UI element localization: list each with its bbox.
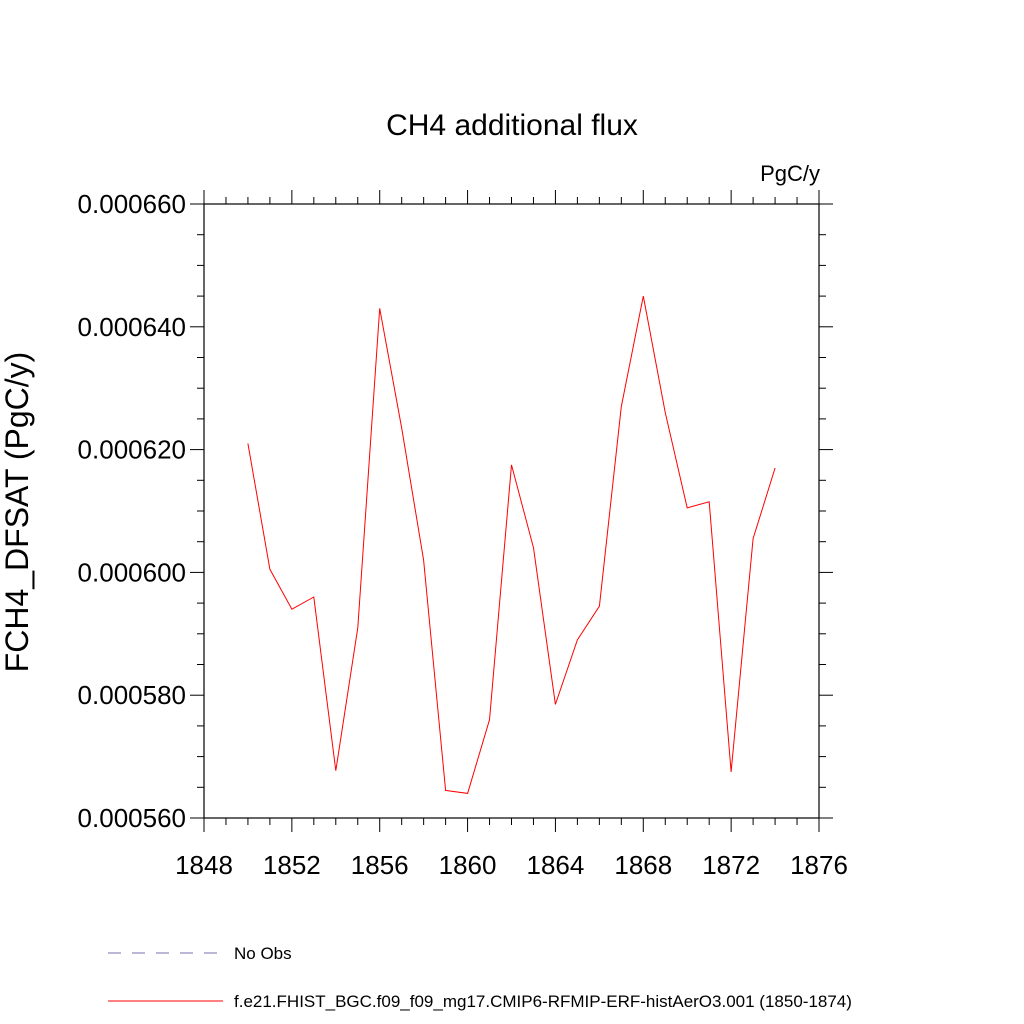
y-tick-label: 0.000560 xyxy=(78,803,186,833)
legend-label-model: f.e21.FHIST_BGC.f09_f09_mg17.CMIP6-RFMIP… xyxy=(234,992,852,1011)
y-tick-label: 0.000620 xyxy=(78,435,186,465)
x-tick-label: 1864 xyxy=(527,850,585,880)
x-tick-label: 1860 xyxy=(439,850,497,880)
y-tick-label: 0.000640 xyxy=(78,312,186,342)
y-tick-label: 0.000600 xyxy=(78,557,186,587)
x-tick-label: 1876 xyxy=(790,850,848,880)
x-tick-label: 1868 xyxy=(614,850,672,880)
y-axis-label: FCH4_DFSAT (PgC/y) xyxy=(0,352,35,673)
x-tick-label: 1856 xyxy=(351,850,409,880)
axis-ticks xyxy=(190,190,833,832)
x-tick-label: 1852 xyxy=(263,850,321,880)
x-tick-label: 1872 xyxy=(702,850,760,880)
legend: No Obs f.e21.FHIST_BGC.f09_f09_mg17.CMIP… xyxy=(108,944,852,1011)
x-tick-labels: 1848 1852 1856 1860 1864 1868 1872 1876 xyxy=(175,850,848,880)
y-tick-label: 0.000660 xyxy=(78,189,186,219)
x-tick-label: 1848 xyxy=(175,850,233,880)
units-label: PgC/y xyxy=(760,161,820,186)
legend-label-no-obs: No Obs xyxy=(234,944,292,963)
chart-title: CH4 additional flux xyxy=(386,109,638,142)
y-tick-labels: 0.000560 0.000580 0.000600 0.000620 0.000640… xyxy=(78,189,186,833)
series-group xyxy=(247,296,776,794)
y-tick-label: 0.000580 xyxy=(78,680,186,710)
plot-frame xyxy=(203,203,820,819)
series-line xyxy=(247,296,776,794)
